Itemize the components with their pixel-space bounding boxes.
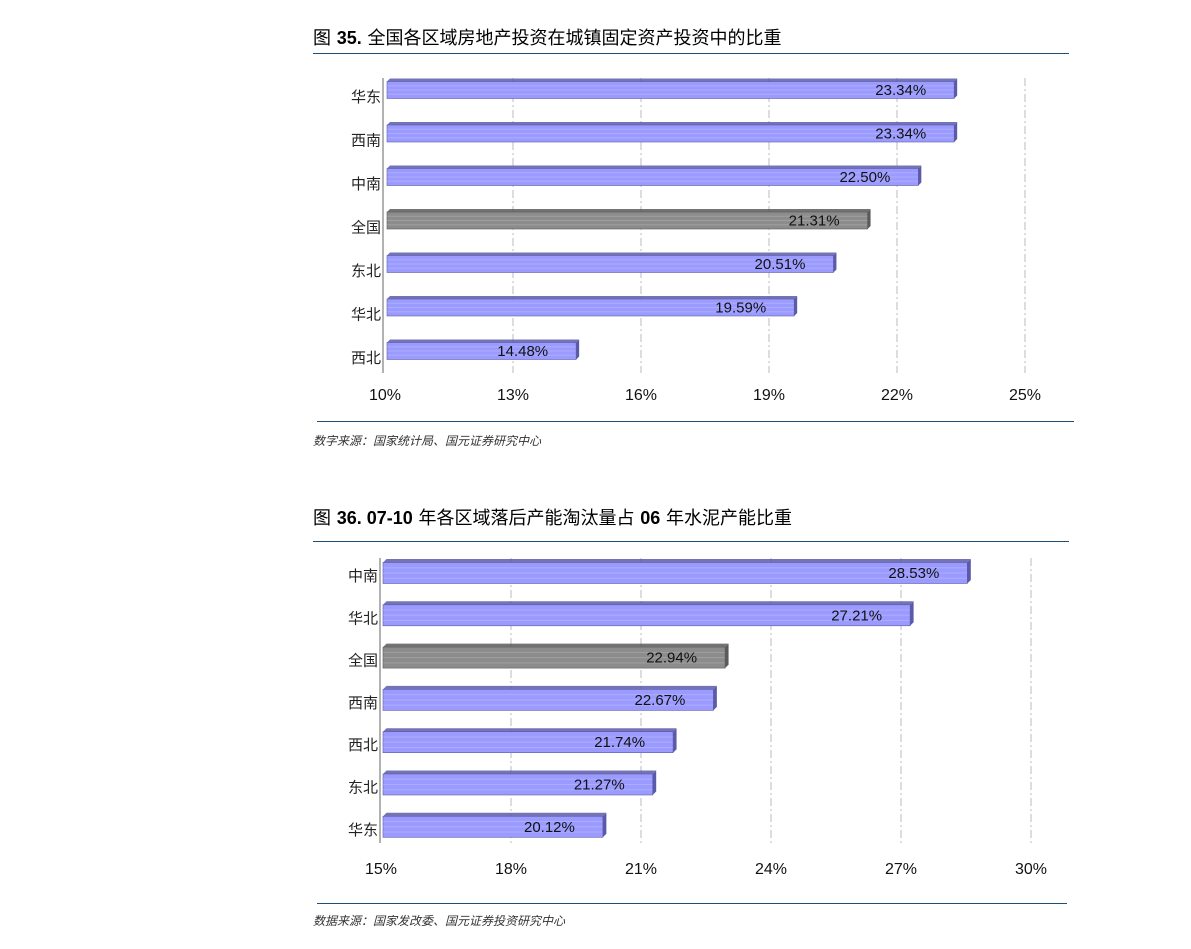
bar <box>386 339 580 360</box>
category-label: 西北 <box>351 349 381 367</box>
bar <box>386 296 798 317</box>
category-label: 华北 <box>348 609 378 627</box>
data-label: 23.34% <box>875 126 926 143</box>
x-tick-label: 16% <box>625 387 657 404</box>
bar <box>382 685 717 711</box>
data-label: 20.12% <box>524 819 575 836</box>
data-label: 23.34% <box>875 82 926 99</box>
x-tick-label: 24% <box>755 861 787 878</box>
x-tick-label: 18% <box>495 861 527 878</box>
bar <box>386 122 958 143</box>
data-label: 21.74% <box>594 734 645 751</box>
bar <box>382 643 729 669</box>
x-tick-label: 27% <box>885 861 917 878</box>
bar <box>382 601 914 627</box>
category-label: 中南 <box>348 567 378 585</box>
category-label: 东北 <box>348 779 378 797</box>
bar <box>386 209 871 230</box>
x-tick-label: 22% <box>881 387 913 404</box>
bar <box>386 252 837 273</box>
data-label: 21.27% <box>574 777 625 794</box>
bar <box>382 559 971 584</box>
data-label: 20.51% <box>755 256 806 273</box>
data-label: 22.50% <box>839 169 890 186</box>
bar <box>382 770 657 796</box>
x-tick-label: 19% <box>753 387 785 404</box>
figure-35-title: 图 35. 全国各区域房地产投资在城镇固定资产投资中的比重 <box>313 28 782 49</box>
data-label: 22.94% <box>646 650 697 667</box>
figure-35-chart: 23.34% 华东 23.34% 西南 22.50% 中南 21.31% 全国 20.51% 东北… <box>351 78 1041 404</box>
data-label: 21.31% <box>789 213 840 230</box>
category-label: 西北 <box>348 736 378 754</box>
figure-36-chart: 28.53% 中南 27.21% 华北 22.94% 全国 22.67% 西南 21.74% 西北… <box>348 558 1047 878</box>
data-label: 22.67% <box>634 692 685 709</box>
x-tick-label: 13% <box>497 387 529 404</box>
figure-36-bottom-rule <box>317 903 1067 904</box>
figure-35-bottom-rule <box>317 421 1074 422</box>
x-tick-label: 25% <box>1009 387 1041 404</box>
category-label: 华东 <box>351 88 381 106</box>
figure-35-source: 数字来源：国家统计局、国元证券研究中心 <box>313 434 542 448</box>
figure-36-title: 图 36. 07-10 年各区域落后产能淘汰量占 06 年水泥产能比重 <box>313 508 793 529</box>
bar <box>382 812 607 838</box>
category-label: 华北 <box>351 306 381 324</box>
figure-36-source: 数据来源：国家发改委、国元证券投资研究中心 <box>313 914 566 928</box>
category-label: 西南 <box>348 694 378 712</box>
data-label: 27.21% <box>831 607 882 624</box>
bar <box>382 728 677 753</box>
figure-36-top-rule <box>313 541 1069 542</box>
x-tick-label: 10% <box>369 387 401 404</box>
x-tick-label: 21% <box>625 861 657 878</box>
category-label: 华东 <box>348 821 378 839</box>
data-label: 28.53% <box>888 565 939 582</box>
category-label: 东北 <box>351 262 381 280</box>
bar <box>386 165 922 186</box>
category-label: 西南 <box>351 132 381 150</box>
figure-35-top-rule <box>313 53 1069 54</box>
category-label: 全国 <box>348 652 378 670</box>
x-tick-label: 30% <box>1015 861 1047 878</box>
data-label: 19.59% <box>715 300 766 317</box>
data-label: 14.48% <box>497 343 548 360</box>
category-label: 全国 <box>351 219 381 237</box>
bar <box>386 78 958 99</box>
x-tick-label: 15% <box>365 861 397 878</box>
category-label: 中南 <box>351 175 381 193</box>
